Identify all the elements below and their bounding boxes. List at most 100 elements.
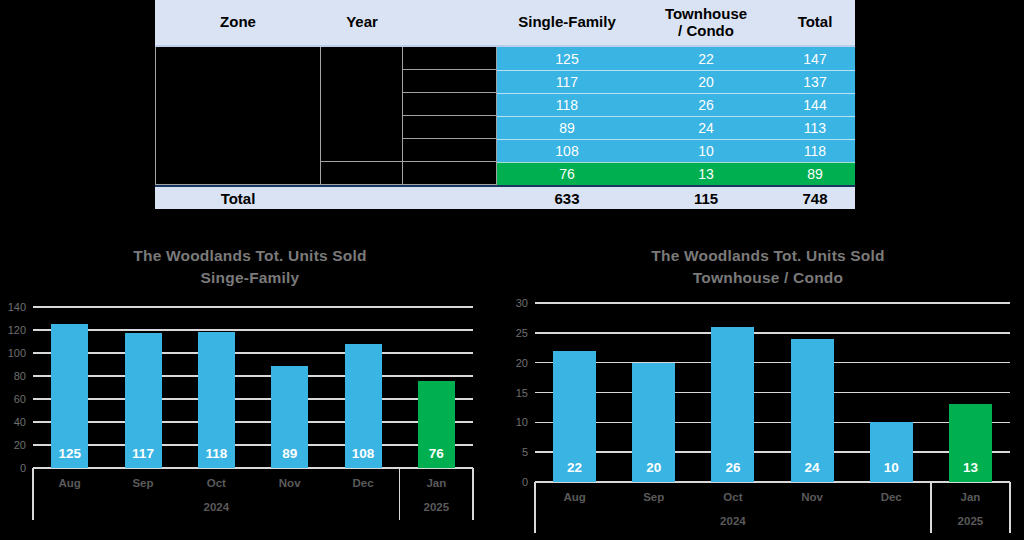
y-axis-label: 30 — [495, 296, 528, 310]
col-header-townhouse-condo: Townhouse / Condo — [637, 0, 775, 47]
col-header-month — [403, 0, 497, 47]
x-axis-label: Nov — [773, 490, 852, 504]
x-axis-label: Dec — [326, 476, 399, 490]
year-group-label: 2025 — [400, 500, 473, 514]
x-axis-label: Aug — [33, 476, 106, 490]
zone-cell-hidden — [155, 47, 321, 185]
chart-townhouse-condo: The Woodlands Tot. Units Sold Townhouse … — [510, 240, 1024, 540]
y-axis-label: 120 — [0, 323, 26, 337]
month-cell-hidden — [403, 162, 497, 185]
month-cell-hidden — [403, 70, 497, 93]
table-cell: 117 — [497, 70, 637, 93]
y-axis-label: 40 — [0, 415, 26, 429]
y-axis-label: 25 — [495, 326, 528, 340]
table-cell-highlight: 76 — [497, 162, 637, 185]
year-group-label: 2025 — [931, 514, 1010, 528]
chart-title-block: The Woodlands Tot. Units Sold Townhouse … — [538, 245, 998, 289]
dashboard: Zone Year Single-Family Townhouse / Cond… — [0, 0, 1024, 540]
col-header-single-family: Single-Family — [497, 0, 637, 47]
month-cell-hidden — [403, 93, 497, 116]
gridline — [33, 444, 473, 445]
gridline — [535, 362, 1010, 363]
bar-value-label: 13 — [941, 460, 1000, 475]
bar-value-label: 22 — [545, 460, 604, 475]
bar-value-label: 108 — [337, 446, 390, 461]
table-cell: 144 — [775, 93, 855, 116]
chart-subtitle: Singe-Family — [20, 267, 480, 289]
col-header-year: Year — [321, 0, 403, 47]
total-total: 748 — [775, 185, 855, 209]
bar-value-label: 26 — [703, 460, 762, 475]
table-cell: 10 — [637, 139, 775, 162]
total-single-family: 633 — [497, 185, 637, 209]
total-row-label: Total — [155, 185, 321, 209]
bar-value-label: 125 — [43, 446, 96, 461]
table-cell: 108 — [497, 139, 637, 162]
y-axis-label: 0 — [495, 475, 528, 489]
gridline — [33, 375, 473, 376]
bar-value-label: 20 — [624, 460, 683, 475]
col-header-zone: Zone — [155, 0, 321, 47]
total-row-spacer — [403, 185, 497, 209]
gridline — [535, 422, 1010, 423]
x-axis-label: Oct — [180, 476, 253, 490]
table-cell: 147 — [775, 47, 855, 70]
gridline — [535, 302, 1010, 303]
x-axis-label: Aug — [535, 490, 614, 504]
table-cell-highlight: 89 — [775, 162, 855, 185]
col-header-total: Total — [775, 0, 855, 47]
table-cell: 24 — [637, 116, 775, 139]
gridline — [535, 332, 1010, 333]
table-cell: 22 — [637, 47, 775, 70]
gridline — [33, 306, 473, 307]
bar-oct — [711, 327, 754, 482]
x-axis-label: Dec — [852, 490, 931, 504]
chart-title: The Woodlands Tot. Units Sold — [20, 245, 480, 267]
x-axis-label: Jan — [400, 476, 473, 490]
bar-value-label: 76 — [410, 446, 463, 461]
y-axis-label: 80 — [0, 369, 26, 383]
gridline — [535, 392, 1010, 393]
gridline — [33, 398, 473, 399]
chart-subtitle: Townhouse / Condo — [538, 267, 998, 289]
table-cell: 137 — [775, 70, 855, 93]
y-axis-label: 20 — [495, 356, 528, 370]
month-cell-hidden — [403, 116, 497, 139]
y-axis-label: 5 — [495, 445, 528, 459]
total-townhouse-condo: 115 — [637, 185, 775, 209]
gridline — [33, 467, 473, 468]
table-cell: 118 — [497, 93, 637, 116]
table-cell: 118 — [775, 139, 855, 162]
table-cell: 89 — [497, 116, 637, 139]
y-axis-label: 10 — [495, 415, 528, 429]
gridline — [33, 421, 473, 422]
y-axis-label: 140 — [0, 300, 26, 314]
bar-value-label: 117 — [117, 446, 170, 461]
bar-value-label: 118 — [190, 446, 243, 461]
y-axis-label: 100 — [0, 346, 26, 360]
chart-single-family: The Woodlands Tot. Units Sold Singe-Fami… — [0, 240, 500, 540]
y-axis-label: 0 — [0, 461, 26, 475]
bar-value-label: 24 — [783, 460, 842, 475]
year-group-label: 2024 — [535, 514, 931, 528]
year-2024-cell-hidden — [321, 47, 403, 162]
table-cell: 125 — [497, 47, 637, 70]
chart-title-block: The Woodlands Tot. Units Sold Singe-Fami… — [20, 245, 480, 289]
month-cell-hidden — [403, 139, 497, 162]
y-axis-label: 20 — [0, 438, 26, 452]
total-row-spacer — [321, 185, 403, 209]
x-axis-label: Sep — [106, 476, 179, 490]
x-axis-label: Oct — [693, 490, 772, 504]
x-axis-label: Sep — [614, 490, 693, 504]
year-group-label: 2024 — [33, 500, 400, 514]
x-axis-label: Nov — [253, 476, 326, 490]
bar-value-label: 10 — [862, 460, 921, 475]
x-axis-label: Jan — [931, 490, 1010, 504]
chart-title: The Woodlands Tot. Units Sold — [538, 245, 998, 267]
table-cell: 113 — [775, 116, 855, 139]
y-axis-label: 15 — [495, 386, 528, 400]
table-cell: 26 — [637, 93, 775, 116]
table-cell-highlight: 13 — [637, 162, 775, 185]
sales-table: Zone Year Single-Family Townhouse / Cond… — [155, 0, 855, 209]
gridline — [535, 451, 1010, 452]
